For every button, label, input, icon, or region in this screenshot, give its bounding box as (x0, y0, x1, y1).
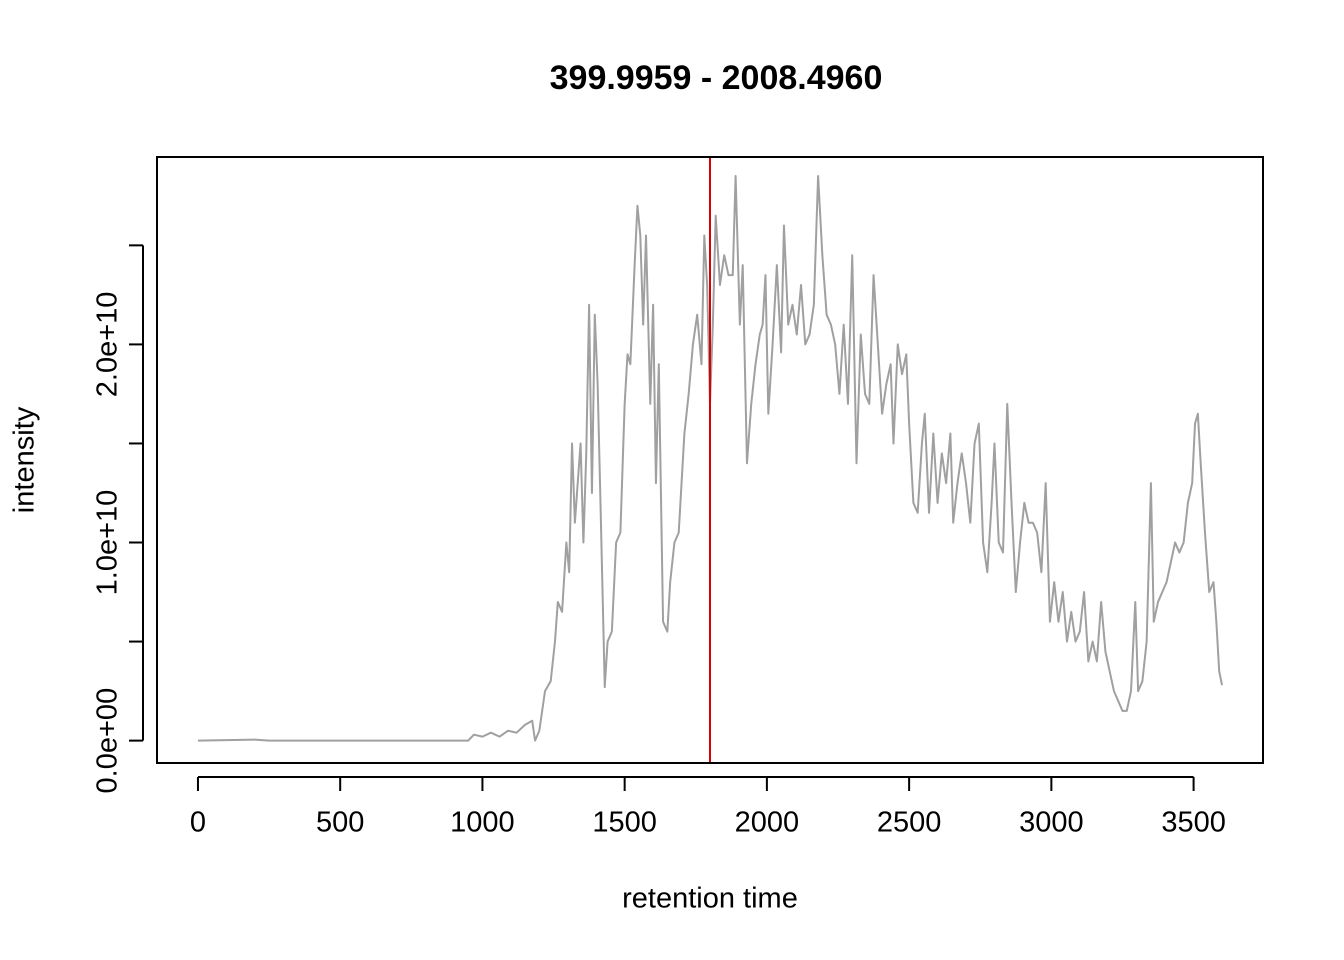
y-tick-label: 2.0e+10 (92, 292, 124, 398)
x-tick-label: 0 (190, 807, 206, 839)
x-axis-label: retention time (622, 883, 798, 915)
plot-frame (156, 156, 1264, 764)
x-tick-label: 500 (316, 807, 364, 839)
x-tick-label: 1500 (592, 807, 657, 839)
x-tick-label: 2000 (735, 807, 800, 839)
chart-title: 399.9959 - 2008.4960 (550, 59, 883, 97)
y-tick-label: 1.0e+10 (92, 490, 124, 596)
y-axis-label: intensity (9, 406, 41, 513)
x-tick-label: 3000 (1019, 807, 1084, 839)
x-tick-label: 2500 (877, 807, 942, 839)
x-tick-label: 3500 (1161, 807, 1226, 839)
line-series (197, 175, 1224, 742)
x-tick-label: 1000 (450, 807, 515, 839)
y-tick-label: 0.0e+00 (92, 688, 124, 794)
